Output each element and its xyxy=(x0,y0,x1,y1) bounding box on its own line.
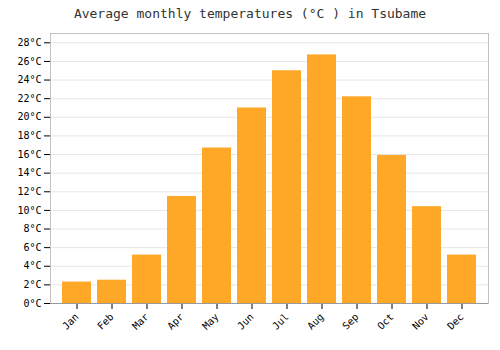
svg-text:Aug: Aug xyxy=(305,311,326,332)
svg-text:Apr: Apr xyxy=(165,311,186,332)
svg-text:0°C: 0°C xyxy=(23,298,41,309)
svg-text:Jan: Jan xyxy=(60,311,81,332)
svg-text:8°C: 8°C xyxy=(23,223,41,234)
svg-text:Dec: Dec xyxy=(445,311,466,332)
svg-text:14°C: 14°C xyxy=(17,167,41,178)
svg-text:May: May xyxy=(200,311,221,332)
svg-text:6°C: 6°C xyxy=(23,242,41,253)
svg-text:2°C: 2°C xyxy=(23,279,41,290)
svg-text:4°C: 4°C xyxy=(23,260,41,271)
svg-text:Oct: Oct xyxy=(375,311,396,332)
svg-text:28°C: 28°C xyxy=(17,37,41,48)
svg-text:24°C: 24°C xyxy=(17,74,41,85)
html-text:Average monthly temperatures (: Average monthly temperatures (°C ) in Ts… xyxy=(73,6,427,21)
svg-text:Feb: Feb xyxy=(95,311,116,332)
svg-text:Nov: Nov xyxy=(410,311,431,332)
svg-text:16°C: 16°C xyxy=(17,149,41,160)
svg-text:Jun: Jun xyxy=(235,311,256,332)
svg-text:26°C: 26°C xyxy=(17,56,41,67)
svg-text:Mar: Mar xyxy=(130,311,151,332)
svg-text:10°C: 10°C xyxy=(17,205,41,216)
svg-text:12°C: 12°C xyxy=(17,186,41,197)
svg-text:22°C: 22°C xyxy=(17,93,41,104)
svg-text:20°C: 20°C xyxy=(17,111,41,122)
svg-text:Sep: Sep xyxy=(340,311,361,332)
svg-text:Jul: Jul xyxy=(270,311,291,332)
svg-text:18°C: 18°C xyxy=(17,130,41,141)
